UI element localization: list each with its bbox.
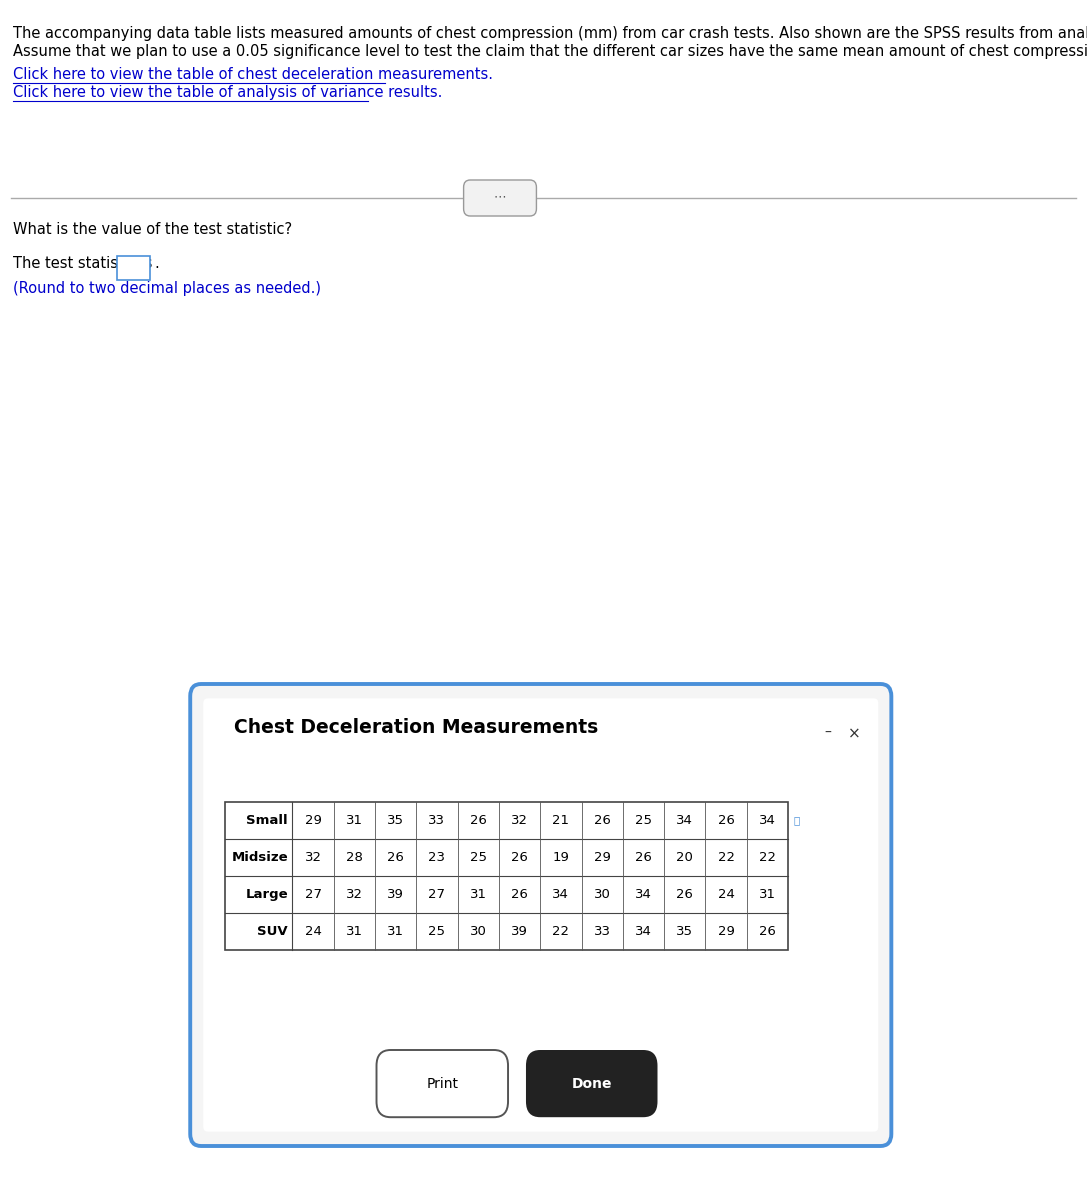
Text: 33: 33 — [428, 814, 446, 827]
Text: 29: 29 — [304, 814, 322, 827]
Text: 26: 26 — [470, 814, 487, 827]
FancyBboxPatch shape — [203, 698, 878, 1132]
Text: 30: 30 — [594, 888, 611, 901]
Text: 30: 30 — [470, 925, 487, 938]
Text: 26: 26 — [759, 925, 776, 938]
Bar — [117, 256, 150, 280]
Text: 34: 34 — [676, 814, 694, 827]
FancyBboxPatch shape — [526, 1050, 658, 1117]
Text: 25: 25 — [428, 925, 446, 938]
FancyBboxPatch shape — [463, 180, 536, 216]
Text: 34: 34 — [635, 925, 652, 938]
Text: (Round to two decimal places as needed.): (Round to two decimal places as needed.) — [13, 281, 321, 295]
Text: Print: Print — [426, 1076, 459, 1091]
Text: 39: 39 — [387, 888, 404, 901]
Text: 26: 26 — [387, 851, 404, 864]
Text: 31: 31 — [346, 814, 363, 827]
Text: 25: 25 — [470, 851, 487, 864]
Text: Click here to view the table of analysis of variance results.: Click here to view the table of analysis… — [13, 85, 442, 101]
Text: 29: 29 — [717, 925, 735, 938]
Text: 26: 26 — [635, 851, 652, 864]
Text: 22: 22 — [759, 851, 776, 864]
Text: Assume that we plan to use a 0.05 significance level to test the claim that the : Assume that we plan to use a 0.05 signif… — [13, 44, 1087, 59]
Text: 35: 35 — [387, 814, 404, 827]
Text: 26: 26 — [594, 814, 611, 827]
Text: 32: 32 — [511, 814, 528, 827]
Text: 22: 22 — [717, 851, 735, 864]
Text: ⋯: ⋯ — [493, 191, 507, 203]
Bar — [225, 802, 788, 950]
Text: .: . — [154, 256, 159, 270]
Text: 31: 31 — [470, 888, 487, 901]
Text: 23: 23 — [428, 851, 446, 864]
Text: 27: 27 — [304, 888, 322, 901]
Text: 27: 27 — [428, 888, 446, 901]
Text: 24: 24 — [717, 888, 735, 901]
Text: The test statistic is: The test statistic is — [13, 256, 152, 270]
Text: ×: × — [848, 726, 861, 742]
Text: 32: 32 — [346, 888, 363, 901]
Text: Done: Done — [572, 1076, 612, 1091]
Text: 29: 29 — [594, 851, 611, 864]
Text: 25: 25 — [635, 814, 652, 827]
Text: 19: 19 — [552, 851, 570, 864]
Text: 26: 26 — [717, 814, 735, 827]
Text: 21: 21 — [552, 814, 570, 827]
Text: Chest Deceleration Measurements: Chest Deceleration Measurements — [234, 718, 598, 737]
Text: Click here to view the table of chest deceleration measurements.: Click here to view the table of chest de… — [13, 67, 493, 82]
Text: 20: 20 — [676, 851, 694, 864]
Text: 26: 26 — [511, 851, 528, 864]
Text: 34: 34 — [635, 888, 652, 901]
Text: What is the value of the test statistic?: What is the value of the test statistic? — [13, 222, 292, 238]
Text: 39: 39 — [511, 925, 528, 938]
Text: 33: 33 — [594, 925, 611, 938]
Text: 31: 31 — [346, 925, 363, 938]
Text: Large: Large — [246, 888, 288, 901]
Text: 32: 32 — [304, 851, 322, 864]
Text: 34: 34 — [552, 888, 570, 901]
Text: Midsize: Midsize — [232, 851, 288, 864]
Text: 31: 31 — [759, 888, 776, 901]
Text: 22: 22 — [552, 925, 570, 938]
Text: 35: 35 — [676, 925, 694, 938]
FancyBboxPatch shape — [190, 684, 891, 1146]
Text: –: – — [824, 726, 830, 740]
Text: The accompanying data table lists measured amounts of chest compression (mm) fro: The accompanying data table lists measur… — [13, 26, 1087, 41]
FancyBboxPatch shape — [376, 1050, 508, 1117]
Text: 26: 26 — [511, 888, 528, 901]
Text: 26: 26 — [676, 888, 694, 901]
Text: ⎙: ⎙ — [794, 815, 800, 826]
Text: 28: 28 — [346, 851, 363, 864]
Text: 31: 31 — [387, 925, 404, 938]
Text: 34: 34 — [759, 814, 776, 827]
Text: Small: Small — [247, 814, 288, 827]
Text: 24: 24 — [304, 925, 322, 938]
Text: SUV: SUV — [258, 925, 288, 938]
